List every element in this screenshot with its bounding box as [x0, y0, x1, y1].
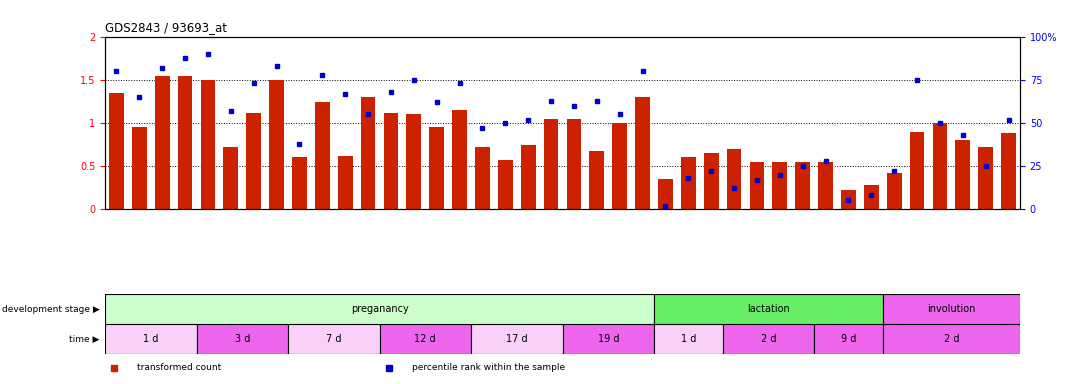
Bar: [978, 147, 993, 209]
Bar: [563, 324, 654, 354]
Bar: [956, 140, 970, 209]
Text: lactation: lactation: [747, 304, 790, 314]
Bar: [521, 144, 536, 209]
Bar: [475, 147, 490, 209]
Text: involution: involution: [928, 304, 976, 314]
Bar: [722, 324, 814, 354]
Bar: [407, 114, 422, 209]
Bar: [498, 160, 513, 209]
Bar: [197, 324, 288, 354]
Bar: [883, 324, 1020, 354]
Bar: [544, 119, 559, 209]
Bar: [773, 162, 788, 209]
Text: 2 d: 2 d: [944, 334, 959, 344]
Bar: [380, 324, 471, 354]
Bar: [654, 294, 883, 324]
Bar: [361, 97, 376, 209]
Bar: [1002, 133, 1016, 209]
Bar: [658, 179, 673, 209]
Bar: [590, 151, 605, 209]
Bar: [224, 147, 239, 209]
Bar: [863, 185, 878, 209]
Bar: [636, 97, 649, 209]
Bar: [429, 127, 444, 209]
Bar: [612, 123, 627, 209]
Bar: [270, 80, 284, 209]
Bar: [814, 324, 883, 354]
Bar: [105, 324, 197, 354]
Text: 17 d: 17 d: [506, 334, 528, 344]
Bar: [338, 156, 353, 209]
Text: 1 d: 1 d: [681, 334, 696, 344]
Text: percentile rank within the sample: percentile rank within the sample: [412, 363, 565, 372]
Bar: [200, 80, 215, 209]
Bar: [841, 190, 856, 209]
Bar: [887, 173, 902, 209]
Text: 3 d: 3 d: [234, 334, 250, 344]
Bar: [704, 153, 719, 209]
Bar: [246, 113, 261, 209]
Text: 2 d: 2 d: [761, 334, 776, 344]
Text: 12 d: 12 d: [414, 334, 437, 344]
Text: development stage ▶: development stage ▶: [2, 305, 100, 313]
Bar: [105, 294, 654, 324]
Bar: [883, 294, 1020, 324]
Bar: [109, 93, 124, 209]
Bar: [178, 76, 193, 209]
Bar: [910, 132, 924, 209]
Text: 19 d: 19 d: [597, 334, 620, 344]
Bar: [383, 113, 398, 209]
Bar: [453, 110, 467, 209]
Bar: [292, 157, 307, 209]
Text: transformed count: transformed count: [137, 363, 221, 372]
Text: 1 d: 1 d: [143, 334, 158, 344]
Bar: [155, 76, 170, 209]
Text: time ▶: time ▶: [70, 334, 100, 344]
Bar: [681, 157, 696, 209]
Text: 7 d: 7 d: [326, 334, 341, 344]
Text: GDS2843 / 93693_at: GDS2843 / 93693_at: [105, 22, 227, 35]
Bar: [132, 127, 147, 209]
Text: preganancy: preganancy: [351, 304, 409, 314]
Bar: [471, 324, 563, 354]
Bar: [288, 324, 380, 354]
Bar: [727, 149, 742, 209]
Bar: [795, 162, 810, 209]
Bar: [566, 119, 581, 209]
Bar: [819, 162, 834, 209]
Bar: [654, 324, 722, 354]
Bar: [749, 162, 764, 209]
Bar: [932, 123, 947, 209]
Text: 9 d: 9 d: [841, 334, 856, 344]
Bar: [315, 101, 330, 209]
